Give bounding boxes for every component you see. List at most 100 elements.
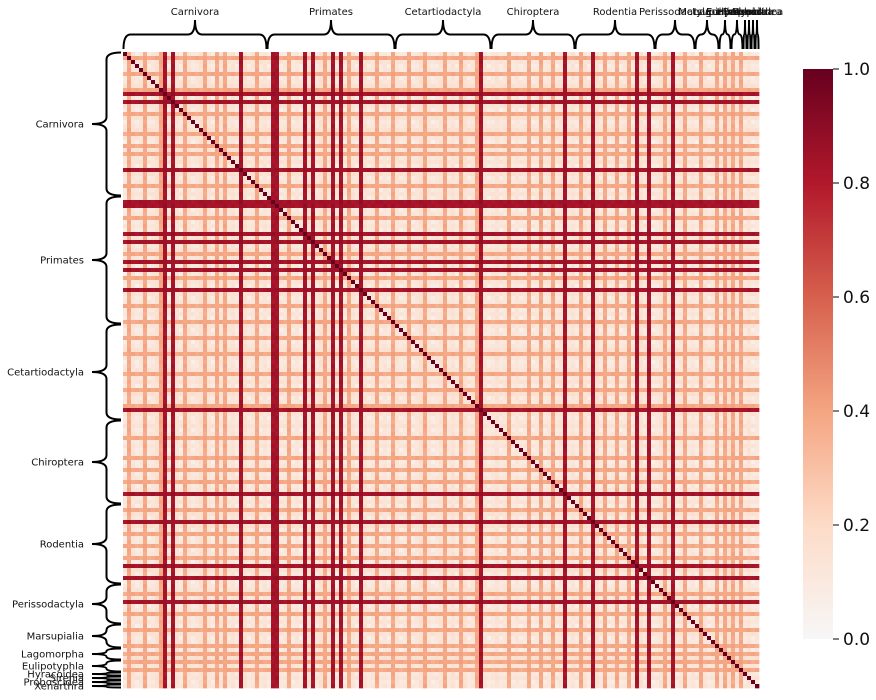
heatmap-cell xyxy=(339,104,344,109)
heatmap-cell xyxy=(415,64,420,69)
heatmap-cell xyxy=(243,132,248,137)
heatmap-cell xyxy=(387,168,392,173)
heatmap-cell xyxy=(339,108,344,113)
heatmap-cell xyxy=(523,144,528,149)
heatmap-cell xyxy=(619,56,624,61)
heatmap-cell xyxy=(603,60,608,65)
heatmap-cell xyxy=(495,120,500,125)
heatmap-cell xyxy=(251,172,256,177)
heatmap-cell xyxy=(727,132,732,137)
heatmap-cell xyxy=(603,80,608,85)
heatmap-cell xyxy=(155,124,160,129)
heatmap-cell xyxy=(483,84,488,89)
heatmap-cell xyxy=(239,96,244,101)
heatmap-cell xyxy=(159,88,164,93)
heatmap-cell xyxy=(279,116,284,121)
heatmap-cell xyxy=(371,176,376,181)
heatmap-cell xyxy=(179,148,184,153)
heatmap-cell xyxy=(299,120,304,125)
heatmap-cell xyxy=(639,164,644,169)
heatmap-cell xyxy=(323,64,328,69)
heatmap-cell xyxy=(171,136,176,141)
heatmap-cell xyxy=(359,148,364,153)
heatmap-cell xyxy=(715,84,720,89)
heatmap-cell xyxy=(699,80,704,85)
heatmap-cell xyxy=(263,96,268,101)
heatmap-cell xyxy=(623,132,628,137)
heatmap-cell xyxy=(231,68,236,73)
heatmap-cell xyxy=(383,168,388,173)
heatmap-cell xyxy=(263,156,268,161)
heatmap-cell xyxy=(299,156,304,161)
heatmap-cell xyxy=(539,52,544,57)
heatmap-cell xyxy=(175,76,180,81)
heatmap-cell xyxy=(255,160,260,165)
heatmap-cell xyxy=(635,96,640,101)
heatmap-cell xyxy=(447,156,452,161)
heatmap-cell xyxy=(255,164,260,169)
heatmap-cell xyxy=(643,124,648,129)
heatmap-cell xyxy=(347,56,352,61)
heatmap-cell xyxy=(159,176,164,181)
heatmap-cell xyxy=(611,96,616,101)
heatmap-cell xyxy=(567,96,572,101)
heatmap-cell xyxy=(135,168,140,173)
heatmap-cell xyxy=(279,144,284,149)
heatmap-cell xyxy=(327,156,332,161)
heatmap-cell xyxy=(643,88,648,93)
heatmap-cell xyxy=(171,140,176,145)
heatmap-cell xyxy=(135,164,140,169)
heatmap-cell xyxy=(695,128,700,133)
heatmap-cell xyxy=(375,100,380,105)
heatmap-cell xyxy=(299,144,304,149)
heatmap-cell xyxy=(211,100,216,105)
heatmap-cell xyxy=(403,112,408,117)
heatmap-cell xyxy=(311,68,316,73)
heatmap-cell xyxy=(667,68,672,73)
heatmap-cell xyxy=(159,108,164,113)
heatmap-cell xyxy=(703,92,708,97)
heatmap-cell xyxy=(311,152,316,157)
heatmap-cell xyxy=(575,132,580,137)
heatmap-cell xyxy=(391,112,396,117)
heatmap-cell xyxy=(275,60,280,65)
heatmap-cell xyxy=(459,156,464,161)
heatmap-cell xyxy=(635,116,640,121)
heatmap-cell xyxy=(171,64,176,69)
heatmap-cell xyxy=(751,128,756,133)
heatmap-cell xyxy=(583,132,588,137)
heatmap-cell xyxy=(123,72,128,77)
heatmap-cell xyxy=(279,136,284,141)
heatmap-cell xyxy=(635,104,640,109)
heatmap-cell xyxy=(159,156,164,161)
heatmap-cell xyxy=(411,164,416,169)
heatmap-cell xyxy=(275,92,280,97)
heatmap-cell xyxy=(331,140,336,145)
heatmap-cell xyxy=(531,96,536,101)
heatmap-cell xyxy=(559,140,564,145)
heatmap-cell xyxy=(335,140,340,145)
heatmap-cell xyxy=(231,112,236,117)
heatmap-cell xyxy=(247,84,252,89)
heatmap-cell xyxy=(199,88,204,93)
heatmap-cell xyxy=(443,120,448,125)
heatmap-cell xyxy=(739,144,744,149)
heatmap-cell xyxy=(435,160,440,165)
heatmap-cell xyxy=(123,52,128,57)
heatmap-cell xyxy=(607,96,612,101)
heatmap-cell xyxy=(639,52,644,57)
heatmap-cell xyxy=(463,76,468,81)
heatmap-cell xyxy=(615,136,620,141)
heatmap-cell xyxy=(131,172,136,177)
heatmap-cell xyxy=(187,120,192,125)
heatmap-cell xyxy=(739,56,744,61)
heatmap-cell xyxy=(655,124,660,129)
heatmap-cell xyxy=(631,96,636,101)
heatmap-cell xyxy=(751,148,756,153)
heatmap-cell xyxy=(639,144,644,149)
heatmap-cell xyxy=(403,136,408,141)
heatmap-cell xyxy=(219,112,224,117)
heatmap-cell xyxy=(379,132,384,137)
heatmap-cell xyxy=(447,144,452,149)
heatmap-cell xyxy=(263,56,268,61)
